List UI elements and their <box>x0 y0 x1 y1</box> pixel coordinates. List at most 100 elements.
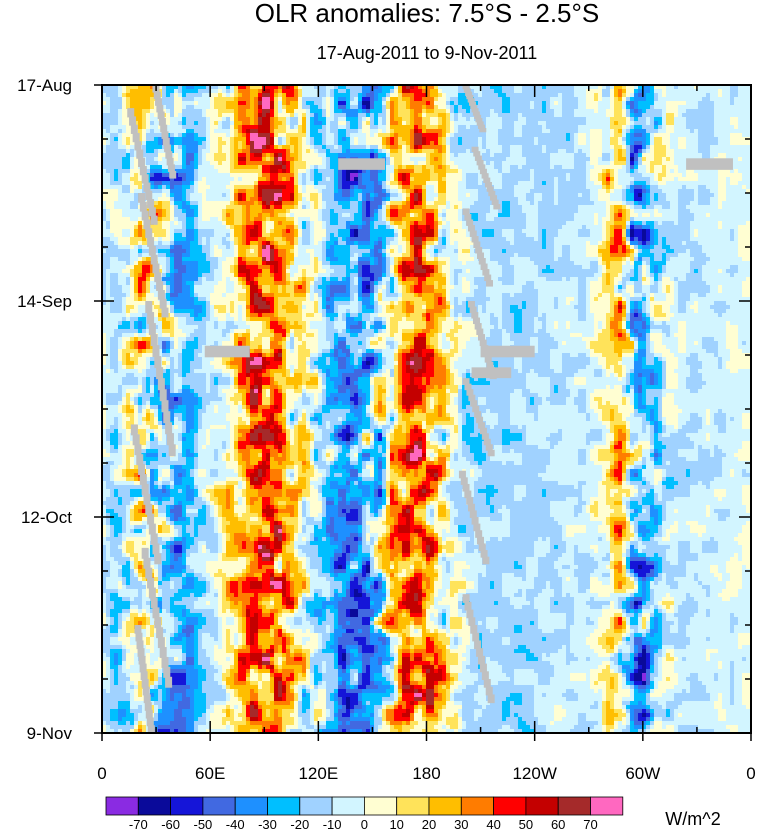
field-cell <box>334 105 338 109</box>
field-cell <box>654 109 658 113</box>
field-cell <box>386 97 390 101</box>
field-cell <box>630 97 634 101</box>
field-cell <box>366 89 370 93</box>
field-cell <box>362 97 366 101</box>
field-cell <box>714 109 718 113</box>
field-cell <box>194 105 198 109</box>
field-cell <box>542 105 546 109</box>
field-cell <box>714 105 718 109</box>
field-cell <box>578 89 582 93</box>
field-cell <box>662 97 666 101</box>
field-cell <box>174 89 178 93</box>
field-cell <box>166 101 170 105</box>
field-cell <box>618 105 622 109</box>
field-cell <box>130 93 134 97</box>
field-cell <box>698 97 702 101</box>
field-cell <box>630 105 634 109</box>
field-cell <box>434 105 438 109</box>
field-cell <box>422 97 426 101</box>
field-cell <box>698 109 702 113</box>
field-cell <box>546 89 550 93</box>
field-cell <box>302 97 306 101</box>
field-cell <box>686 105 690 109</box>
field-cell <box>606 97 610 101</box>
field-cell <box>574 93 578 97</box>
field-cell <box>394 93 398 97</box>
field-cell <box>334 97 338 101</box>
field-cell <box>546 101 550 105</box>
field-cell <box>702 89 706 93</box>
field-cell <box>342 113 346 117</box>
field-cell <box>746 89 750 93</box>
field-cell <box>394 101 398 105</box>
field-cell <box>630 89 634 93</box>
field-cell <box>242 101 246 105</box>
field-cell <box>602 101 606 105</box>
field-cell <box>446 109 450 113</box>
field-cell <box>710 105 714 109</box>
field-cell <box>414 101 418 105</box>
field-cell <box>594 101 598 105</box>
field-cell <box>326 89 330 93</box>
field-cell <box>162 101 166 105</box>
field-cell <box>742 89 746 93</box>
field-cell <box>146 101 150 105</box>
field-cell <box>662 109 666 113</box>
field-cell <box>290 93 294 97</box>
field-cell <box>198 89 202 93</box>
field-cell <box>190 105 194 109</box>
field-cell <box>498 109 502 113</box>
field-cell <box>322 89 326 93</box>
field-cell <box>482 93 486 97</box>
field-cell <box>614 97 618 101</box>
field-cell <box>670 97 674 101</box>
field-cell <box>738 89 742 93</box>
field-cell <box>302 113 306 117</box>
field-cell <box>138 105 142 109</box>
field-cell <box>450 101 454 105</box>
field-cell <box>234 97 238 101</box>
field-cell <box>226 89 230 93</box>
field-cell <box>226 93 230 97</box>
field-cell <box>638 97 642 101</box>
field-cell <box>174 109 178 113</box>
field-cell <box>650 105 654 109</box>
field-cell <box>566 105 570 109</box>
field-cell <box>718 93 722 97</box>
field-cell <box>142 109 146 113</box>
field-cell <box>602 97 606 101</box>
field-cell <box>494 101 498 105</box>
field-cell <box>658 101 662 105</box>
field-cell <box>146 93 150 97</box>
field-cell <box>706 101 710 105</box>
field-cell <box>514 93 518 97</box>
field-cell <box>454 97 458 101</box>
field-cell <box>706 109 710 113</box>
field-cell <box>338 105 342 109</box>
field-cell <box>694 109 698 113</box>
field-cell <box>174 113 178 117</box>
field-cell <box>486 105 490 109</box>
field-cell <box>286 97 290 101</box>
field-cell <box>674 97 678 101</box>
field-cell <box>634 89 638 93</box>
field-cell <box>330 93 334 97</box>
field-cell <box>606 93 610 97</box>
field-cell <box>406 97 410 101</box>
field-cell <box>702 97 706 101</box>
field-cell <box>198 113 202 117</box>
field-cell <box>486 97 490 101</box>
field-cell <box>542 101 546 105</box>
field-cell <box>106 109 110 113</box>
field-cell <box>166 93 170 97</box>
field-cell <box>610 89 614 93</box>
field-cell <box>166 97 170 101</box>
field-cell <box>302 105 306 109</box>
field-cell <box>422 105 426 109</box>
field-cell <box>526 93 530 97</box>
field-cell <box>302 93 306 97</box>
field-cell <box>346 101 350 105</box>
field-cell <box>342 105 346 109</box>
field-cell <box>494 105 498 109</box>
field-cell <box>702 101 706 105</box>
